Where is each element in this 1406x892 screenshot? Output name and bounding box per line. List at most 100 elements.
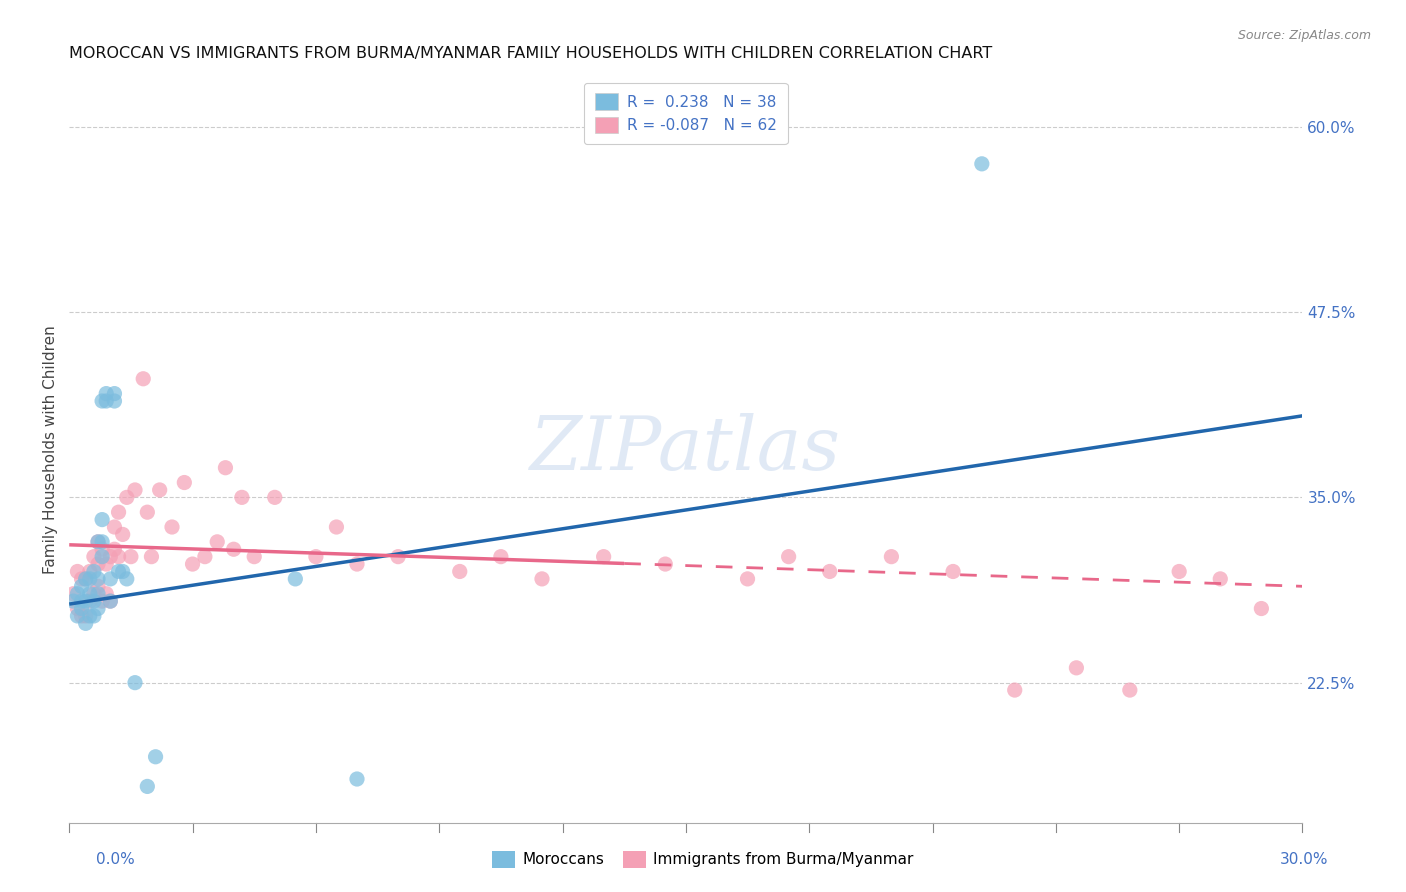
Point bbox=[79, 572, 101, 586]
Point bbox=[107, 505, 129, 519]
Point bbox=[136, 780, 159, 794]
Point bbox=[70, 572, 93, 586]
Point bbox=[970, 157, 993, 171]
Point bbox=[62, 594, 84, 608]
Point bbox=[346, 557, 368, 571]
Point bbox=[111, 527, 134, 541]
Point bbox=[778, 549, 800, 564]
Point bbox=[79, 565, 101, 579]
Point bbox=[103, 394, 125, 409]
Point bbox=[83, 549, 105, 564]
Point bbox=[87, 557, 110, 571]
Point bbox=[98, 572, 121, 586]
Point bbox=[145, 749, 167, 764]
Point bbox=[66, 587, 89, 601]
Point bbox=[66, 565, 89, 579]
Point bbox=[87, 534, 110, 549]
Point bbox=[91, 394, 114, 409]
Point bbox=[98, 549, 121, 564]
Point bbox=[70, 609, 93, 624]
Point bbox=[111, 565, 134, 579]
Point bbox=[1004, 683, 1026, 698]
Point bbox=[120, 549, 142, 564]
Point bbox=[91, 542, 114, 557]
Text: 0.0%: 0.0% bbox=[96, 852, 135, 867]
Point bbox=[231, 491, 253, 505]
Point bbox=[87, 572, 110, 586]
Point bbox=[96, 386, 118, 401]
Point bbox=[70, 594, 93, 608]
Point bbox=[79, 594, 101, 608]
Point bbox=[91, 534, 114, 549]
Point bbox=[79, 609, 101, 624]
Point bbox=[818, 565, 841, 579]
Point bbox=[87, 601, 110, 615]
Point bbox=[70, 579, 93, 593]
Point bbox=[96, 394, 118, 409]
Legend: R =  0.238   N = 38, R = -0.087   N = 62: R = 0.238 N = 38, R = -0.087 N = 62 bbox=[583, 83, 787, 145]
Point bbox=[70, 601, 93, 615]
Point bbox=[98, 594, 121, 608]
Point bbox=[83, 594, 105, 608]
Point bbox=[880, 549, 903, 564]
Point bbox=[66, 609, 89, 624]
Point bbox=[530, 572, 553, 586]
Point bbox=[305, 549, 328, 564]
Point bbox=[107, 549, 129, 564]
Point bbox=[1250, 601, 1272, 615]
Point bbox=[205, 534, 228, 549]
Point bbox=[387, 549, 409, 564]
Point bbox=[141, 549, 163, 564]
Point bbox=[103, 386, 125, 401]
Point bbox=[103, 520, 125, 534]
Text: ZIPatlas: ZIPatlas bbox=[530, 413, 841, 485]
Text: Source: ZipAtlas.com: Source: ZipAtlas.com bbox=[1237, 29, 1371, 42]
Point bbox=[1168, 565, 1191, 579]
Point bbox=[66, 601, 89, 615]
Point bbox=[346, 772, 368, 786]
Point bbox=[194, 549, 217, 564]
Point bbox=[103, 542, 125, 557]
Point bbox=[115, 491, 138, 505]
Point bbox=[87, 587, 110, 601]
Point bbox=[654, 557, 676, 571]
Point bbox=[325, 520, 347, 534]
Text: MOROCCAN VS IMMIGRANTS FROM BURMA/MYANMAR FAMILY HOUSEHOLDS WITH CHILDREN CORREL: MOROCCAN VS IMMIGRANTS FROM BURMA/MYANMA… bbox=[69, 46, 993, 62]
Point bbox=[87, 579, 110, 593]
Point bbox=[83, 565, 105, 579]
Point bbox=[173, 475, 195, 490]
Point bbox=[149, 483, 172, 497]
Point bbox=[79, 587, 101, 601]
Point bbox=[91, 594, 114, 608]
Point bbox=[75, 609, 97, 624]
Point bbox=[91, 513, 114, 527]
Point bbox=[107, 565, 129, 579]
Point bbox=[124, 483, 146, 497]
Point bbox=[489, 549, 512, 564]
Point bbox=[115, 572, 138, 586]
Point bbox=[96, 557, 118, 571]
Point bbox=[160, 520, 183, 534]
Point bbox=[75, 572, 97, 586]
Point bbox=[1209, 572, 1232, 586]
Point bbox=[75, 594, 97, 608]
Point bbox=[96, 587, 118, 601]
Point bbox=[91, 549, 114, 564]
Point bbox=[181, 557, 204, 571]
Point bbox=[62, 587, 84, 601]
Point bbox=[132, 372, 155, 386]
Point bbox=[449, 565, 471, 579]
Point bbox=[222, 542, 245, 557]
Point bbox=[136, 505, 159, 519]
Point bbox=[263, 491, 285, 505]
Point bbox=[1066, 661, 1088, 675]
Point bbox=[83, 609, 105, 624]
Point bbox=[1119, 683, 1142, 698]
Point bbox=[737, 572, 759, 586]
Y-axis label: Family Households with Children: Family Households with Children bbox=[44, 325, 58, 574]
Legend: Moroccans, Immigrants from Burma/Myanmar: Moroccans, Immigrants from Burma/Myanmar bbox=[486, 845, 920, 873]
Point bbox=[124, 675, 146, 690]
Point bbox=[592, 549, 614, 564]
Point bbox=[98, 594, 121, 608]
Point bbox=[942, 565, 965, 579]
